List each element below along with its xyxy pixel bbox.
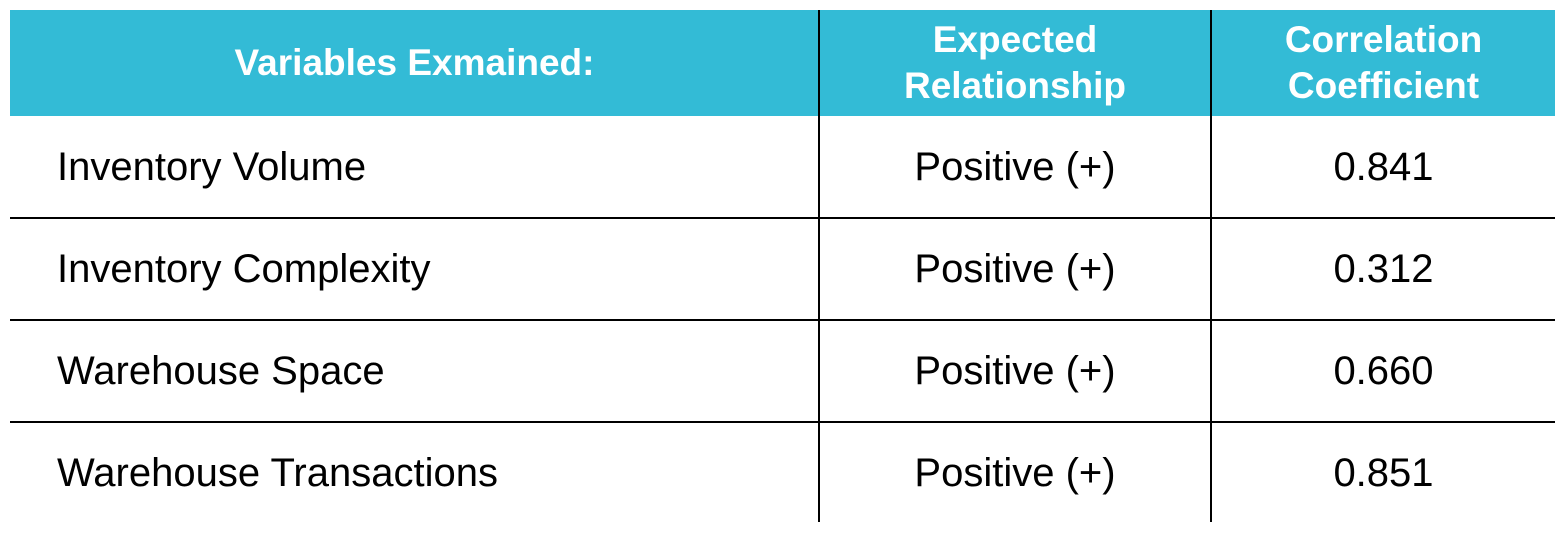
header-variables: Variables Exmained: [10,10,819,116]
row-divider [10,217,1555,219]
header-label-line: Coefficient [1287,65,1480,106]
variable-cell-text: Warehouse Transactions [57,450,498,495]
column-divider [818,10,820,522]
header-expected-relationship: Expected Relationship [820,10,1210,116]
coefficient-cell: 0.660 [1212,320,1555,422]
column-divider [1210,10,1212,522]
coefficient-cell: 0.312 [1212,218,1555,320]
coefficient-cell-text: 0.660 [1333,348,1434,393]
relationship-cell-text: Positive (+) [914,348,1116,393]
variable-cell: Warehouse Transactions [57,422,797,524]
row-divider [10,319,1555,321]
header-label-line: Correlation [1284,19,1483,60]
relationship-cell: Positive (+) [820,422,1210,524]
variable-cell: Inventory Complexity [57,218,797,320]
coefficient-cell-text: 0.841 [1333,144,1434,189]
coefficient-cell-text: 0.312 [1333,246,1434,291]
relationship-cell: Positive (+) [820,320,1210,422]
variable-cell-text: Inventory Volume [57,144,367,189]
relationship-cell: Positive (+) [820,218,1210,320]
coefficient-cell-text: 0.851 [1333,450,1434,495]
header-correlation-coefficient: Correlation Coefficient [1212,10,1555,116]
row-divider [10,421,1555,423]
variable-cell-text: Warehouse Space [57,348,385,393]
header-label-line: Expected [932,19,1098,60]
relationship-cell-text: Positive (+) [914,450,1116,495]
coefficient-cell: 0.841 [1212,116,1555,218]
table-header [10,10,1555,116]
relationship-cell-text: Positive (+) [914,144,1116,189]
variable-cell: Warehouse Space [57,320,797,422]
variable-cell-text: Inventory Complexity [57,246,431,291]
header-label-line: Relationship [903,65,1127,106]
relationship-cell-text: Positive (+) [914,246,1116,291]
header-variables-label: Variables Exmained: [234,42,595,83]
variable-cell: Inventory Volume [57,116,797,218]
relationship-cell: Positive (+) [820,116,1210,218]
coefficient-cell: 0.851 [1212,422,1555,524]
